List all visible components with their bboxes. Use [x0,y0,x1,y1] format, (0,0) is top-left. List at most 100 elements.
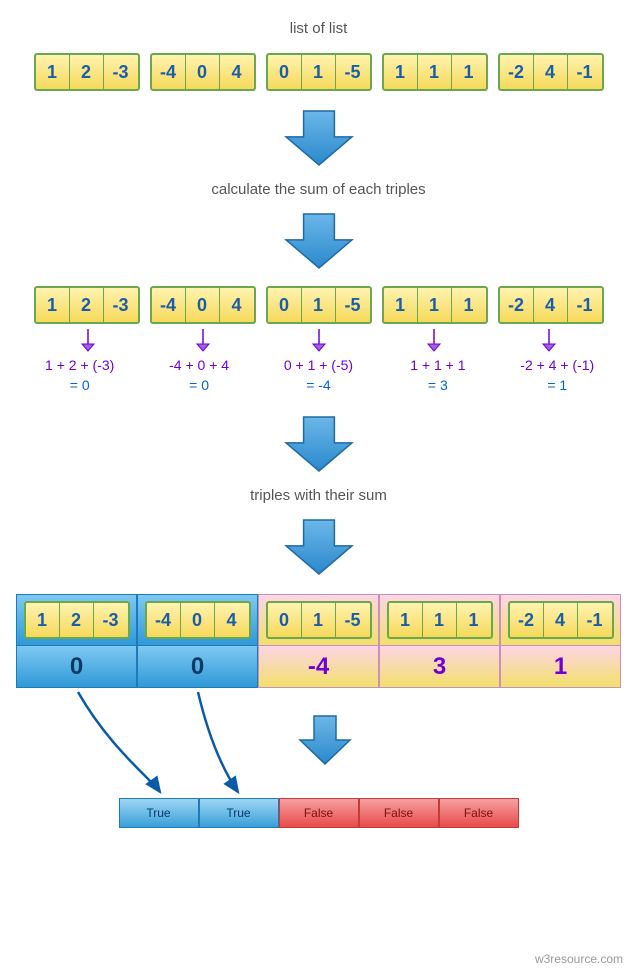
triple-cell: 1 [457,603,491,637]
calc-row: 1 + 2 + (-3)= 0-4 + 0 + 4= 00 + 1 + (-5)… [0,356,637,395]
triple-cell: -4 [152,55,186,89]
triple-cell: 1 [452,288,486,322]
true-false-row: TrueTrueFalseFalseFalse [0,798,637,828]
small-arrow-icon [196,328,210,352]
triple-cell: 1 [423,603,457,637]
triple-cell: 0 [186,288,220,322]
triple-cell: 0 [268,288,302,322]
sum-col-zero: -4040 [137,594,258,688]
triple-cell: -3 [104,288,138,322]
triple-cell: 4 [215,603,249,637]
triple-cell: 0 [186,55,220,89]
triple-cell: 2 [70,55,104,89]
triple-cell: 0 [181,603,215,637]
triple-cell: 1 [384,288,418,322]
triple: 12-3 [34,286,140,324]
triple-cell: 1 [418,55,452,89]
triple-cell: -2 [500,288,534,322]
triple-cell: 4 [220,55,254,89]
triple-cell: 2 [60,603,94,637]
triple-cell: 1 [418,288,452,322]
triples-row-2: 12-3-40401-5111-24-1 [0,286,637,324]
small-arrow-icon [312,328,326,352]
triple: 111 [382,286,488,324]
triple-cell: -5 [336,55,370,89]
triple-cell: 4 [534,55,568,89]
triple: -404 [150,286,256,324]
calc-expression: -4 + 0 + 4= 0 [140,356,258,395]
calc-expression: 0 + 1 + (-5)= -4 [259,356,377,395]
sum-col-nonzero: -24-1 1 [500,594,621,688]
sum-value: -4 [259,645,378,687]
triples-row-1: 12-3-40401-5111-24-1 [0,53,637,91]
curves-and-arrow [0,688,637,798]
calc-expression: 1 + 2 + (-3)= 0 [21,356,139,395]
triple-cell: -1 [568,55,602,89]
triple-cell: 1 [26,603,60,637]
label-triples-sum: triples with their sum [0,487,637,504]
calc-expression: 1 + 1 + 1= 3 [379,356,497,395]
arrow-down-4 [284,518,354,576]
sum-col-nonzero: 111 3 [379,594,500,688]
arrow-down-1 [284,109,354,167]
calc-expression: -2 + 4 + (-1)= 1 [498,356,616,395]
triple: -24-1 [498,53,604,91]
triple: -24-1 [498,286,604,324]
label-list-of-list: list of list [0,20,637,37]
sum-value: 0 [17,645,136,687]
triple-cell: 1 [36,288,70,322]
arrow-down-2 [284,212,354,270]
tf-true: True [119,798,199,828]
triple-cell: 1 [36,55,70,89]
triple-cell: 1 [389,603,423,637]
triple-cell: -3 [94,603,128,637]
triple-cell: 0 [268,603,302,637]
triple: -404 [145,601,251,639]
watermark: w3resource.com [535,952,623,966]
triple-cell: 0 [268,55,302,89]
tf-false: False [359,798,439,828]
triple: 01-5 [266,601,372,639]
tf-false: False [439,798,519,828]
triple-cell: -5 [336,288,370,322]
small-arrows-row [0,328,637,352]
sum-value: 0 [138,645,257,687]
triple-cell: -5 [336,603,370,637]
triple-cell: -1 [568,288,602,322]
triple-cell: 4 [544,603,578,637]
triple-cell: -2 [500,55,534,89]
triple: 12-3 [34,53,140,91]
triple-cell: 2 [70,288,104,322]
tf-true: True [199,798,279,828]
small-arrow-icon [81,328,95,352]
triple: 111 [382,53,488,91]
triple: 111 [387,601,493,639]
triple: -404 [150,53,256,91]
small-arrow-icon [427,328,441,352]
triple-cell: -4 [147,603,181,637]
sum-value: 1 [501,645,620,687]
triple-cell: 1 [302,288,336,322]
arrow-down-3 [284,415,354,473]
triple-cell: -1 [578,603,612,637]
triple: 12-3 [24,601,130,639]
triple-cell: 4 [220,288,254,322]
tf-false: False [279,798,359,828]
triple-cell: 1 [302,55,336,89]
sum-value: 3 [380,645,499,687]
triple: -24-1 [508,601,614,639]
triple-cell: -4 [152,288,186,322]
triple-cell: 1 [452,55,486,89]
triple: 01-5 [266,53,372,91]
triple-cell: 1 [302,603,336,637]
sum-table-row: 12-30-404001-5-41113-24-11 [0,594,637,688]
small-arrow-icon [542,328,556,352]
triple: 01-5 [266,286,372,324]
label-calc-sum: calculate the sum of each triples [0,181,637,198]
triple-cell: 4 [534,288,568,322]
sum-col-nonzero: 01-5 -4 [258,594,379,688]
triple-cell: -3 [104,55,138,89]
sum-col-zero: 12-3 0 [16,594,137,688]
triple-cell: 1 [384,55,418,89]
triple-cell: -2 [510,603,544,637]
